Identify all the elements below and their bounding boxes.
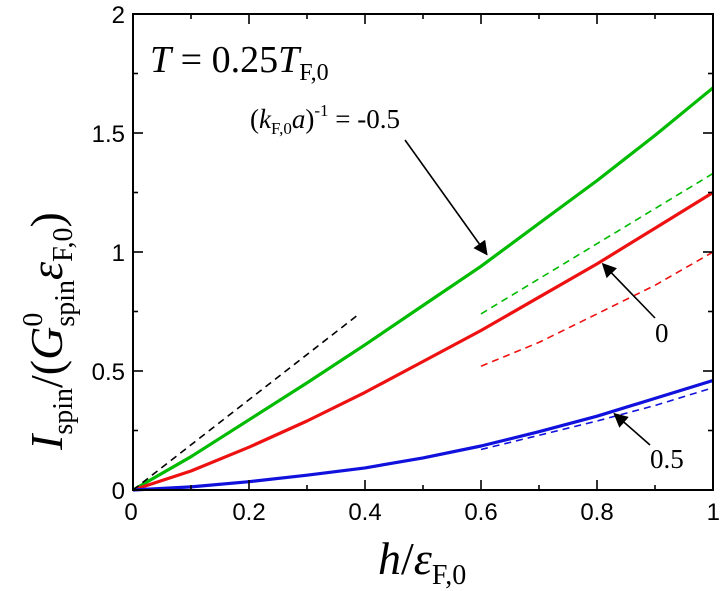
- series-line-3: [132, 313, 360, 491]
- tick-layer: 0 0.2 0.4 0.6 0.8 1 0 0.5 1 1.5 2: [92, 2, 720, 526]
- arrow-layer: [404, 139, 656, 446]
- x-tick-label: 0.4: [348, 499, 381, 526]
- series-line-1: [132, 191, 714, 492]
- series-line-4: [480, 172, 714, 315]
- y-tick-label: 0.5: [92, 359, 125, 386]
- series-line-5: [480, 251, 714, 367]
- x-tick-label: 1: [707, 499, 720, 526]
- label-half: 0.5: [650, 444, 684, 474]
- plot-frame: [132, 13, 714, 491]
- temperature-annotation: T = 0.25TF,0: [150, 39, 329, 86]
- series-line-6: [480, 386, 714, 451]
- annotation-arrow-0: [404, 139, 488, 256]
- interaction-annotation: (kF,0a)-1 = -0.5: [250, 101, 400, 138]
- series-line-0: [132, 86, 715, 492]
- annotation-arrow-1: [601, 262, 656, 319]
- label-zero: 0: [655, 318, 669, 348]
- series-layer: [132, 86, 715, 492]
- x-tick-label: 0: [124, 499, 137, 526]
- x-tick-label: 0.2: [232, 499, 265, 526]
- y-tick-label: 2: [112, 2, 125, 29]
- series-line-2: [132, 378, 714, 492]
- y-tick-label: 1: [112, 240, 125, 267]
- y-tick-label: 0: [112, 478, 125, 505]
- annotation-arrow-2: [613, 412, 651, 446]
- y-tick-label: 1.5: [92, 121, 125, 148]
- y-axis-label: Ispin/(G0spinεF,0): [18, 212, 81, 451]
- x-axis-label: h/εF,0: [378, 533, 466, 591]
- x-tick-label: 0.8: [580, 499, 613, 526]
- x-tick-label: 0.6: [464, 499, 497, 526]
